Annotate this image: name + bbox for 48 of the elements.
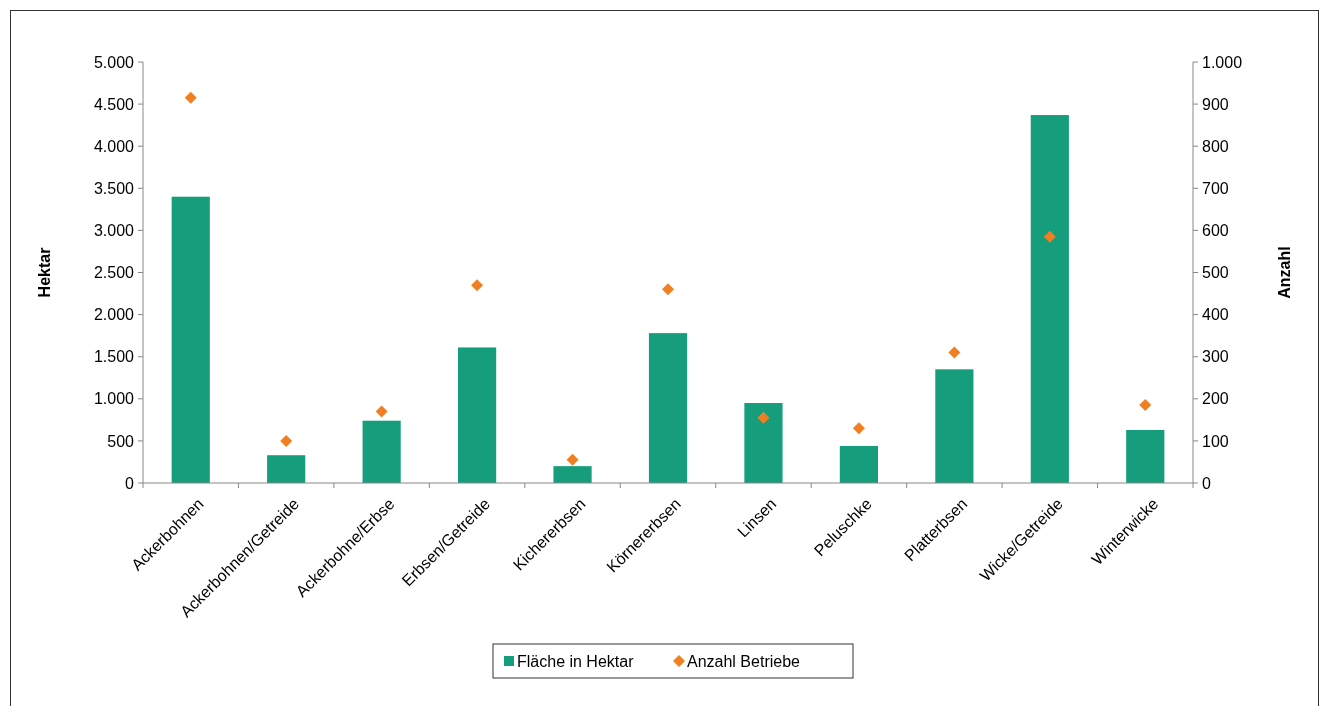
y-tick-label: 4.000: [93, 137, 135, 155]
y-tick-label: 1.500: [93, 348, 135, 366]
bar: [839, 445, 878, 483]
y-tick-label: 1.000: [93, 390, 135, 408]
y2-tick-label: 200: [1202, 390, 1229, 408]
y-axis-title: Hektar: [36, 247, 53, 298]
bar: [362, 420, 401, 483]
bar: [171, 196, 210, 483]
bar: [744, 403, 783, 483]
y-tick-label: 3.000: [93, 222, 135, 239]
point: [757, 411, 770, 424]
y2-tick-label: 1.000: [1202, 53, 1243, 71]
y2-tick-label: 500: [1202, 264, 1229, 282]
y-tick-label: 2.000: [93, 306, 135, 324]
y2-tick-label: 0: [1202, 474, 1211, 492]
bar: [267, 455, 306, 483]
y-tick-label: 500: [107, 432, 135, 450]
y2-axis-title: Anzahl: [1276, 246, 1293, 299]
y-tick-label: 4.500: [93, 95, 135, 113]
point: [566, 453, 579, 466]
bar: [1030, 115, 1069, 483]
y2-tick-label: 800: [1202, 137, 1229, 155]
bar: [1126, 429, 1165, 483]
y-tick-label: 2.500: [93, 264, 135, 282]
point: [184, 91, 197, 104]
y2-tick-label: 400: [1202, 306, 1229, 324]
y2-tick-label: 300: [1202, 348, 1229, 366]
bar: [935, 369, 974, 483]
point: [375, 405, 388, 418]
point: [471, 279, 484, 292]
bar: [648, 333, 688, 483]
point: [852, 422, 865, 435]
point: [1139, 399, 1152, 412]
point: [280, 434, 293, 447]
y-tick-label: 5.000: [93, 53, 135, 71]
point: [1043, 230, 1056, 243]
y2-tick-label: 600: [1202, 222, 1229, 239]
bar: [458, 347, 497, 483]
point: [948, 346, 961, 359]
legend-label: Anzahl Betriebe: [687, 652, 801, 670]
y-tick-label: 3.500: [93, 179, 135, 197]
point: [662, 283, 674, 296]
y2-tick-label: 100: [1202, 432, 1229, 450]
bar: [553, 466, 592, 483]
y2-tick-label: 900: [1202, 95, 1229, 113]
legend-label: Fläche in Hektar: [517, 652, 635, 670]
y-tick-label: 0: [125, 474, 135, 492]
y2-tick-label: 700: [1202, 179, 1229, 197]
